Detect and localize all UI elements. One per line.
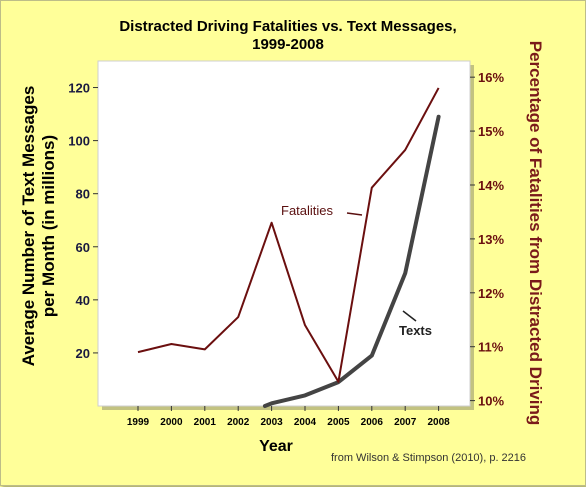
x-tick-label: 1999	[127, 417, 150, 428]
y-axis-left-label-line2: per Month (in millions)	[39, 135, 58, 317]
x-tick-label: 2003	[260, 417, 283, 428]
x-tick-label: 2001	[194, 417, 217, 428]
y-right-tick-label: 16%	[478, 70, 504, 85]
y-left-tick-label: 80	[76, 187, 90, 202]
y-right-tick-label: 12%	[478, 286, 504, 301]
x-axis-label: Year	[259, 438, 293, 455]
y-axis-right-label: Percentage of Fatalities from Distracted…	[526, 41, 545, 426]
y-right-tick-label: 10%	[478, 394, 504, 409]
y-axis-left-label-line1: Average Number of Text Messages	[19, 86, 38, 367]
annotation-fatalities: Fatalities	[281, 203, 334, 218]
y-left-tick-label: 60	[76, 240, 90, 255]
x-tick-label: 2002	[227, 417, 250, 428]
x-tick-label: 2004	[294, 417, 317, 428]
y-left-tick-label: 40	[76, 293, 90, 308]
y-left-tick-label: 100	[68, 134, 90, 149]
x-axis-ticks: 1999 2000 2001 2002 2003 2004 2005 2006 2007 2008	[127, 406, 450, 428]
annotation-fatalities-pointer	[346, 212, 363, 216]
annotation-texts-pointer	[402, 310, 417, 322]
series-line-fatalities	[137, 87, 440, 383]
y-right-tick-label: 14%	[478, 178, 504, 193]
chart-title: Distracted Driving Fatalities vs. Text M…	[119, 18, 456, 35]
x-tick-label: 2000	[160, 417, 183, 428]
left-axis-ticks: 20 40 60 80 100 120	[68, 81, 98, 361]
annotation-texts: Texts	[399, 323, 432, 338]
plot-area	[97, 60, 471, 407]
y-right-tick-label: 15%	[478, 124, 504, 139]
x-tick-label: 2008	[427, 417, 450, 428]
series-layer	[137, 87, 441, 408]
chart-subtitle: 1999-2008	[252, 36, 324, 53]
x-tick-label: 2007	[394, 417, 417, 428]
y-right-tick-label: 11%	[478, 340, 504, 355]
right-axis-ticks: 10% 11% 12% 13% 14% 15% 16%	[470, 70, 504, 409]
x-tick-label: 2006	[361, 417, 384, 428]
x-tick-label: 2005	[327, 417, 350, 428]
y-left-tick-label: 120	[68, 81, 90, 96]
y-left-tick-label: 20	[76, 346, 90, 361]
y-right-tick-label: 13%	[478, 232, 504, 247]
source-note: from Wilson & Stimpson (2010), p. 2216	[331, 452, 526, 464]
